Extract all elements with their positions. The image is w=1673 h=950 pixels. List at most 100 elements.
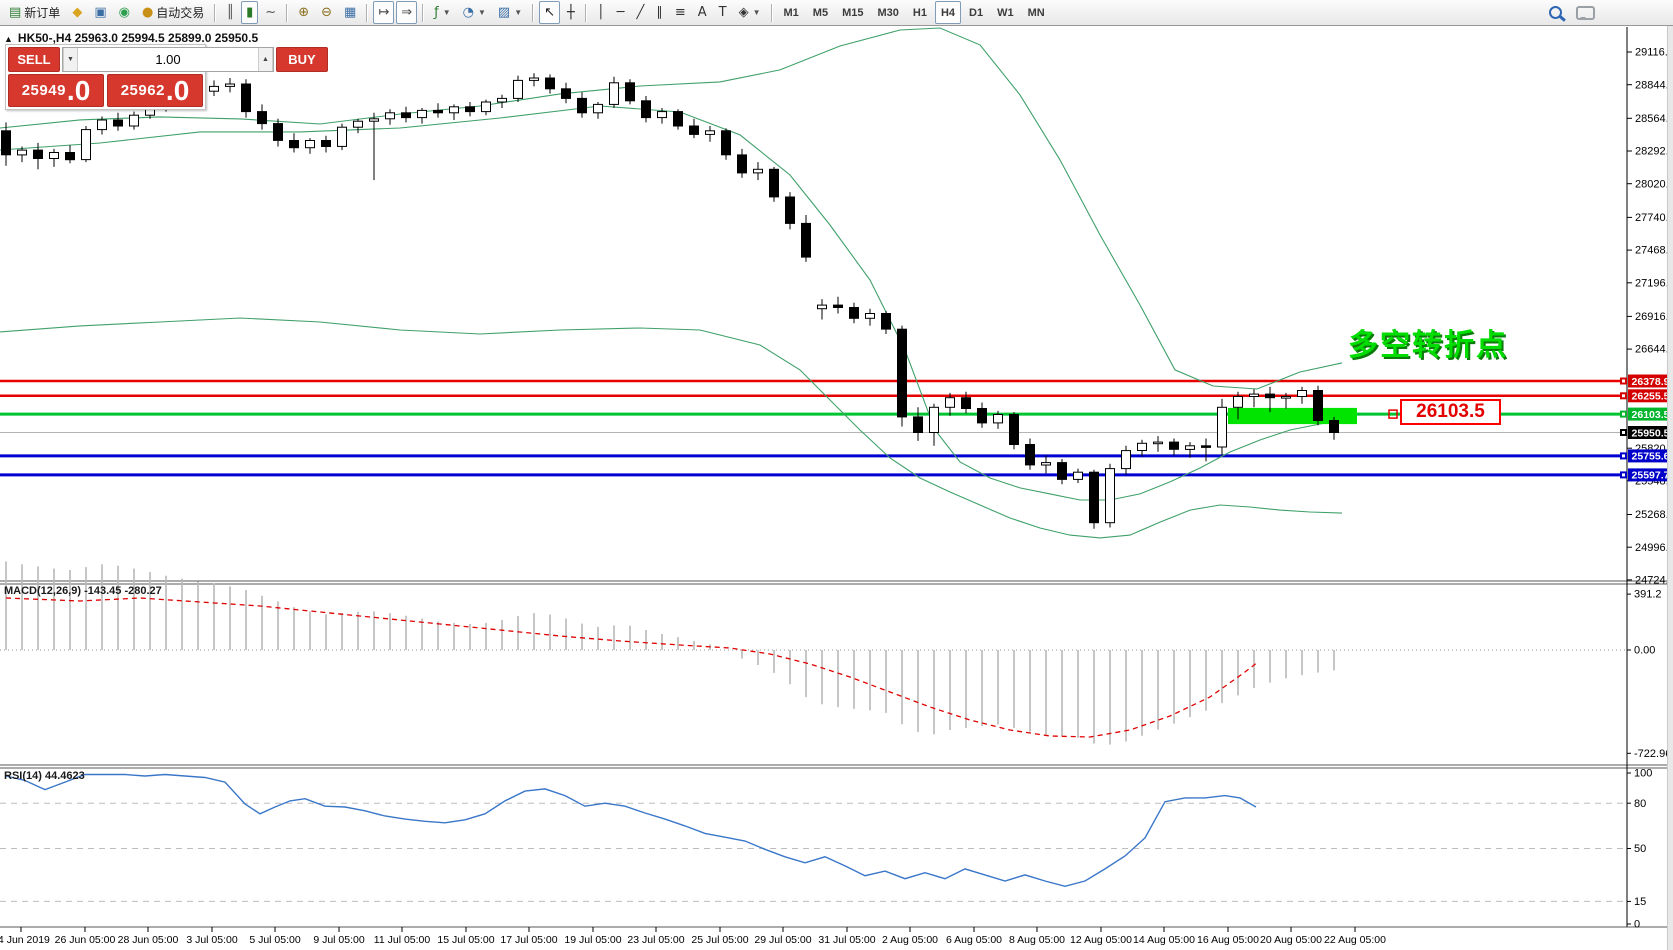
timeframe-H1-button[interactable]: H1 bbox=[912, 6, 927, 19]
svg-text:28844.0: 28844.0 bbox=[1635, 79, 1673, 91]
svg-text:2 Aug 05:00: 2 Aug 05:00 bbox=[882, 934, 938, 946]
svg-text:17 Jul 05:00: 17 Jul 05:00 bbox=[500, 934, 557, 946]
new-order-button[interactable]: ▤ 新订单 bbox=[4, 1, 65, 24]
auto-scroll-button[interactable]: ↦ bbox=[373, 1, 395, 24]
text-button[interactable]: A bbox=[693, 1, 712, 24]
trendline-button[interactable]: ╱ bbox=[632, 1, 650, 24]
timeframe-H4-button[interactable]: H4 bbox=[934, 1, 962, 24]
cursor-button[interactable]: ↖ bbox=[539, 1, 561, 24]
fibonacci-icon: ≡ bbox=[674, 5, 686, 20]
chat-icon[interactable] bbox=[1576, 5, 1595, 20]
data-window-button[interactable]: ◉ bbox=[114, 1, 135, 24]
svg-text:26103.5: 26103.5 bbox=[1632, 409, 1670, 421]
price-level-label: 26103.5 bbox=[1400, 399, 1501, 425]
volume-input[interactable] bbox=[78, 48, 258, 71]
svg-text:25950.5: 25950.5 bbox=[1632, 427, 1670, 439]
templates-icon: ▨ bbox=[497, 5, 511, 20]
periods-button[interactable]: ◔ ▼ bbox=[458, 1, 491, 24]
periods-icon: ◔ bbox=[462, 5, 474, 20]
buy-button[interactable]: BUY bbox=[276, 47, 328, 72]
zoom-in-icon: ⊕ bbox=[298, 5, 310, 20]
macd-indicator-label: MACD(12,26,9) -143.45 -280.27 bbox=[4, 585, 162, 597]
bar-chart-button[interactable]: ║ bbox=[221, 1, 239, 24]
horizontal-line-button[interactable]: ─ bbox=[612, 1, 630, 24]
volume-decrease-button[interactable]: ▼ bbox=[63, 48, 78, 71]
bar-chart-icon: ║ bbox=[226, 5, 235, 20]
arrows-icon: ◈ bbox=[738, 5, 749, 20]
indicators-button[interactable]: ƒ ▼ bbox=[429, 1, 456, 24]
timeframe-M1-button[interactable]: M1 bbox=[783, 6, 799, 19]
svg-text:29116.0: 29116.0 bbox=[1635, 47, 1673, 59]
timeframe-D1-button[interactable]: D1 bbox=[969, 6, 984, 19]
line-chart-button[interactable]: ~ bbox=[260, 1, 281, 24]
arrows-button[interactable]: ◈ ▼ bbox=[734, 1, 766, 24]
equidistant-channel-icon: ∥ bbox=[656, 5, 663, 20]
svg-text:23 Jul 05:00: 23 Jul 05:00 bbox=[627, 934, 684, 946]
svg-text:24996.0: 24996.0 bbox=[1635, 542, 1673, 554]
crosshair-button[interactable]: ┼ bbox=[562, 1, 580, 24]
horizontal-line-icon: ─ bbox=[616, 5, 625, 20]
buy-price[interactable]: 25962.0 bbox=[107, 74, 203, 107]
layouts-button[interactable]: ◆ bbox=[67, 1, 87, 24]
fibonacci-button[interactable]: ≡ bbox=[670, 1, 691, 24]
chart-shift-button[interactable]: ⇒ bbox=[396, 1, 418, 24]
chart-title: ▲ HK50-,H4 25963.0 25994.5 25899.0 25950.… bbox=[4, 31, 258, 45]
svg-text:100: 100 bbox=[1634, 768, 1652, 780]
svg-text:26378.9: 26378.9 bbox=[1632, 376, 1670, 388]
market-watch-button[interactable]: ▣ bbox=[89, 1, 111, 24]
toolbar: ▤ 新订单 ◆ ▣ ◉ ● 自动交易 ║ ▮ ~ ⊕ ⊖ ▦ ↦ ⇒ ƒ ▼ ◔ ▼ ▨ ▼ ↖ ┼ │ ─ ╱ ∥ ≡ A T ◈ ▼ M1 M… bbox=[0, 0, 1673, 26]
svg-text:28020.0: 28020.0 bbox=[1635, 178, 1673, 190]
timeframe-W1-button[interactable]: W1 bbox=[997, 6, 1014, 19]
volume-stepper: ▼ ▲ bbox=[62, 47, 274, 72]
new-order-icon: ▤ bbox=[9, 5, 22, 20]
text-label-button[interactable]: T bbox=[714, 1, 732, 24]
data-window-icon: ◉ bbox=[118, 5, 130, 20]
chart-title-text: HK50-,H4 25963.0 25994.5 25899.0 25950.5 bbox=[17, 31, 259, 45]
rsi-indicator-label: RSI(14) 44.4623 bbox=[4, 770, 85, 782]
chevron-down-icon: ▼ bbox=[477, 8, 486, 17]
svg-text:25597.7: 25597.7 bbox=[1632, 470, 1670, 482]
sell-button[interactable]: SELL bbox=[8, 47, 60, 72]
vertical-line-icon: │ bbox=[596, 5, 605, 20]
equidistant-channel-button[interactable]: ∥ bbox=[651, 1, 668, 24]
timeframe-MN-button[interactable]: MN bbox=[1027, 6, 1045, 19]
svg-text:27196.0: 27196.0 bbox=[1635, 277, 1673, 289]
crosshair-icon: ┼ bbox=[567, 5, 575, 20]
svg-text:80: 80 bbox=[1634, 798, 1646, 810]
svg-text:50: 50 bbox=[1634, 843, 1646, 855]
search-icon[interactable] bbox=[1549, 6, 1562, 19]
svg-text:16 Aug 05:00: 16 Aug 05:00 bbox=[1197, 934, 1259, 946]
zoom-in-button[interactable]: ⊕ bbox=[293, 1, 314, 24]
zoom-out-button[interactable]: ⊖ bbox=[316, 1, 337, 24]
timeframe-M5-button[interactable]: M5 bbox=[812, 6, 829, 19]
svg-text:20 Aug 05:00: 20 Aug 05:00 bbox=[1260, 934, 1322, 946]
text-label-icon: T bbox=[718, 5, 727, 20]
svg-text:22 Aug 05:00: 22 Aug 05:00 bbox=[1324, 934, 1386, 946]
svg-text:25755.6: 25755.6 bbox=[1632, 451, 1670, 463]
toolbar-separator bbox=[584, 3, 587, 22]
tile-windows-button[interactable]: ▦ bbox=[339, 1, 361, 24]
cursor-icon: ↖ bbox=[544, 5, 556, 20]
sell-price[interactable]: 25949.0 bbox=[8, 74, 104, 107]
chevron-down-icon: ▼ bbox=[752, 8, 761, 17]
candlestick-chart-button[interactable]: ▮ bbox=[241, 1, 259, 24]
zoom-out-icon: ⊖ bbox=[321, 5, 333, 20]
timeframe-M30-button[interactable]: M30 bbox=[877, 6, 899, 19]
svg-text:27740.0: 27740.0 bbox=[1635, 212, 1673, 224]
templates-button[interactable]: ▨ ▼ bbox=[493, 1, 527, 24]
indicators-icon: ƒ bbox=[434, 5, 439, 20]
volume-increase-button[interactable]: ▲ bbox=[258, 48, 273, 71]
autotrading-button[interactable]: ● 自动交易 bbox=[137, 1, 209, 24]
svg-text:26255.5: 26255.5 bbox=[1632, 391, 1670, 403]
collapse-icon[interactable]: ▲ bbox=[4, 34, 13, 44]
autotrading-icon: ● bbox=[141, 5, 154, 20]
svg-text:0.00: 0.00 bbox=[1634, 645, 1655, 657]
autotrading-label: 自动交易 bbox=[156, 6, 205, 20]
market-watch-icon: ▣ bbox=[94, 5, 107, 20]
trend-turning-point-annotation: 多空转折点 bbox=[1348, 329, 1508, 362]
svg-text:26916.0: 26916.0 bbox=[1635, 311, 1673, 323]
vertical-line-button[interactable]: │ bbox=[592, 1, 610, 24]
timeframe-M15-button[interactable]: M15 bbox=[842, 6, 864, 19]
